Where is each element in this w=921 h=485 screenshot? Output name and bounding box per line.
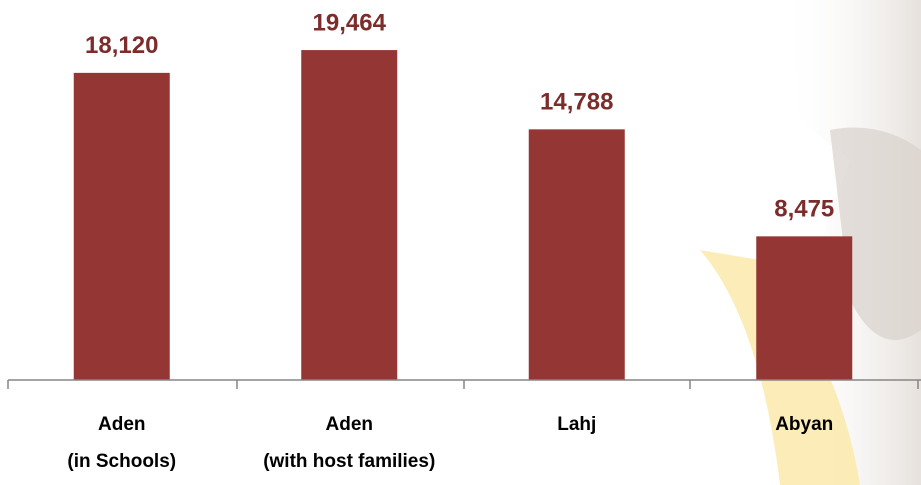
bar (73, 72, 170, 380)
x-tick-label: (with host families) (263, 451, 435, 472)
x-tick-label: Abyan (775, 414, 833, 435)
data-label: 18,120 (85, 32, 158, 59)
x-axis-ticks (7, 380, 919, 389)
x-tick-label: Aden (98, 414, 146, 435)
plot-area: 18,120 Aden (in Schools) 19,464 Aden (with ho… (67, 9, 853, 472)
x-tick-label: Lahj (557, 414, 596, 435)
x-tick-label: Aden (326, 414, 374, 435)
bar (301, 50, 398, 380)
data-label: 19,464 (313, 9, 387, 36)
data-label: 14,788 (540, 89, 613, 116)
bar (528, 129, 625, 380)
x-tick-label: (in Schools) (67, 451, 176, 472)
bar (756, 236, 853, 380)
data-label: 8,475 (774, 196, 834, 223)
